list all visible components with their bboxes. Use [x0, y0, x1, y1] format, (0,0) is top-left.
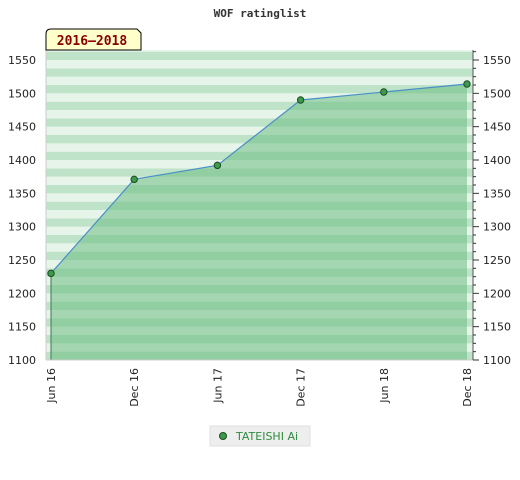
right-y-ticks: 1100 1150 1200 1250 1300 1350 1400 1450 1500 1550	[483, 54, 511, 367]
data-point	[296, 96, 305, 104]
y-tick-label-left: 1100	[8, 354, 36, 367]
y-tick-label-right: 1100	[483, 354, 511, 367]
axes	[45, 50, 479, 361]
y-tick-label-right: 1500	[483, 87, 511, 100]
background-band	[46, 50, 473, 52]
data-point	[47, 269, 55, 278]
background-band	[46, 51, 473, 60]
background-band	[46, 60, 473, 69]
y-tick-label-left: 1250	[8, 254, 36, 267]
y-tick-label-left: 1450	[8, 121, 36, 134]
x-tick-label: Dec 17	[295, 368, 308, 407]
y-tick-label-right: 1250	[483, 254, 511, 267]
x-tick-label: Jun 16	[45, 368, 58, 404]
badge-label: 2016–2018	[57, 34, 128, 49]
y-tick-label-left: 1150	[8, 321, 36, 334]
background-band	[46, 101, 473, 110]
legend: TATEISHI Ai	[209, 425, 311, 447]
series-area	[51, 84, 467, 360]
y-tick-label-right: 1150	[483, 321, 511, 334]
legend-box	[209, 425, 311, 447]
background-band	[46, 85, 473, 94]
y-tick-label-right: 1200	[483, 287, 511, 300]
y-tick-label-left: 1550	[8, 54, 36, 67]
period-badge: 2016–2018	[45, 28, 142, 51]
x-ticks: Jun 16 Dec 16 Jun 17 Dec 17 Jun 18 Dec 18	[45, 368, 474, 407]
data-point	[213, 161, 222, 170]
y-tick-label-right: 1300	[483, 221, 511, 234]
background-band	[46, 93, 473, 102]
data-point	[463, 80, 471, 88]
background-band	[46, 110, 473, 119]
badge-frame	[45, 28, 142, 51]
data-point	[380, 88, 388, 96]
background-band	[46, 126, 473, 135]
y-tick-label-left: 1350	[8, 187, 36, 200]
y-tick-label-left: 1200	[8, 287, 36, 300]
area-layer	[50, 83, 468, 360]
y-tick-label-right: 1350	[483, 187, 511, 200]
x-tick-label: Dec 16	[128, 368, 141, 407]
chart-title: WOF ratinglist	[214, 7, 307, 20]
x-tick-label: Dec 18	[461, 368, 474, 407]
data-point	[130, 175, 138, 184]
y-tick-label-right: 1550	[483, 54, 511, 67]
legend-marker-icon	[219, 432, 227, 440]
y-tick-label-left: 1500	[8, 87, 36, 100]
data-points	[47, 80, 471, 278]
y-tick-label-left: 1300	[8, 221, 36, 234]
y-tick-label-left: 1400	[8, 154, 36, 167]
series-line	[50, 83, 468, 274]
background-band	[46, 68, 473, 77]
y-tick-label-right: 1450	[483, 121, 511, 134]
y-tick-label-right: 1400	[483, 154, 511, 167]
background-band	[46, 118, 473, 127]
background-band	[46, 76, 473, 85]
x-tick-label: Jun 18	[378, 368, 391, 404]
legend-label: TATEISHI Ai	[235, 430, 298, 443]
left-y-ticks: 1100 1150 1200 1250 1300 1350 1400 1450 1500 1550	[8, 54, 36, 367]
x-tick-label: Jun 17	[211, 368, 224, 404]
